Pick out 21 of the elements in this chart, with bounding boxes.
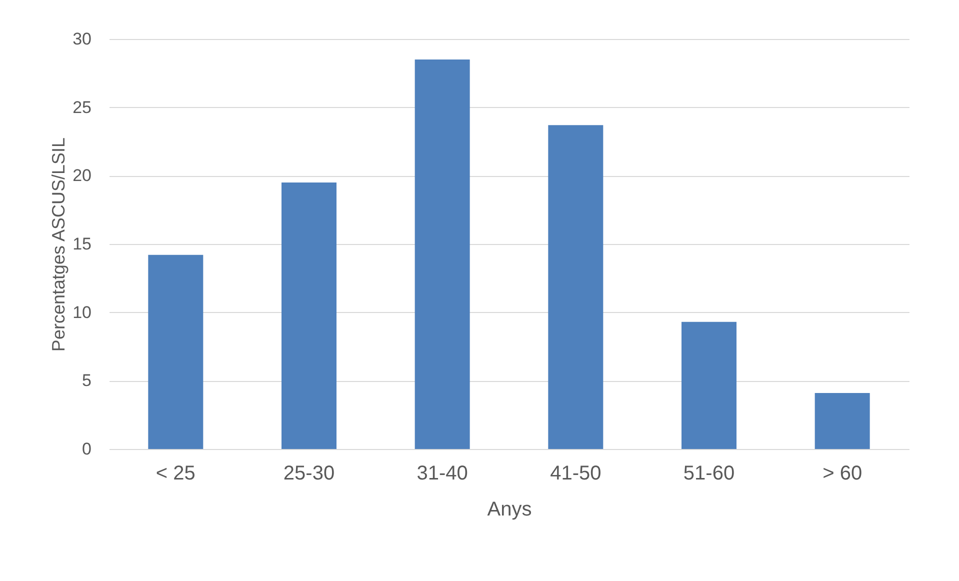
bar — [548, 125, 604, 449]
x-axis-title: Anys — [487, 498, 532, 520]
y-tick-label: 5 — [82, 371, 92, 390]
bar — [682, 322, 736, 449]
x-tick-label: > 60 — [822, 462, 862, 484]
y-tick-label: 10 — [72, 302, 92, 322]
x-tick-label: < 25 — [156, 462, 196, 484]
y-tick-label: 20 — [72, 166, 92, 186]
y-tick-label: 15 — [72, 234, 92, 254]
y-axis-title: Percentatges ASCUS/LSIL — [48, 137, 69, 352]
y-tick-label: 0 — [82, 440, 92, 458]
x-tick-label: 31-40 — [416, 462, 468, 484]
y-tick-label: 30 — [72, 30, 92, 48]
bar — [414, 60, 470, 449]
y-tick-label: 25 — [72, 98, 92, 117]
bar — [814, 392, 870, 449]
x-tick-label: 25-30 — [283, 462, 335, 484]
bar — [148, 254, 204, 449]
bar — [282, 182, 336, 449]
x-tick-label: 41-50 — [550, 462, 602, 484]
x-tick-label: 51-60 — [683, 462, 735, 484]
